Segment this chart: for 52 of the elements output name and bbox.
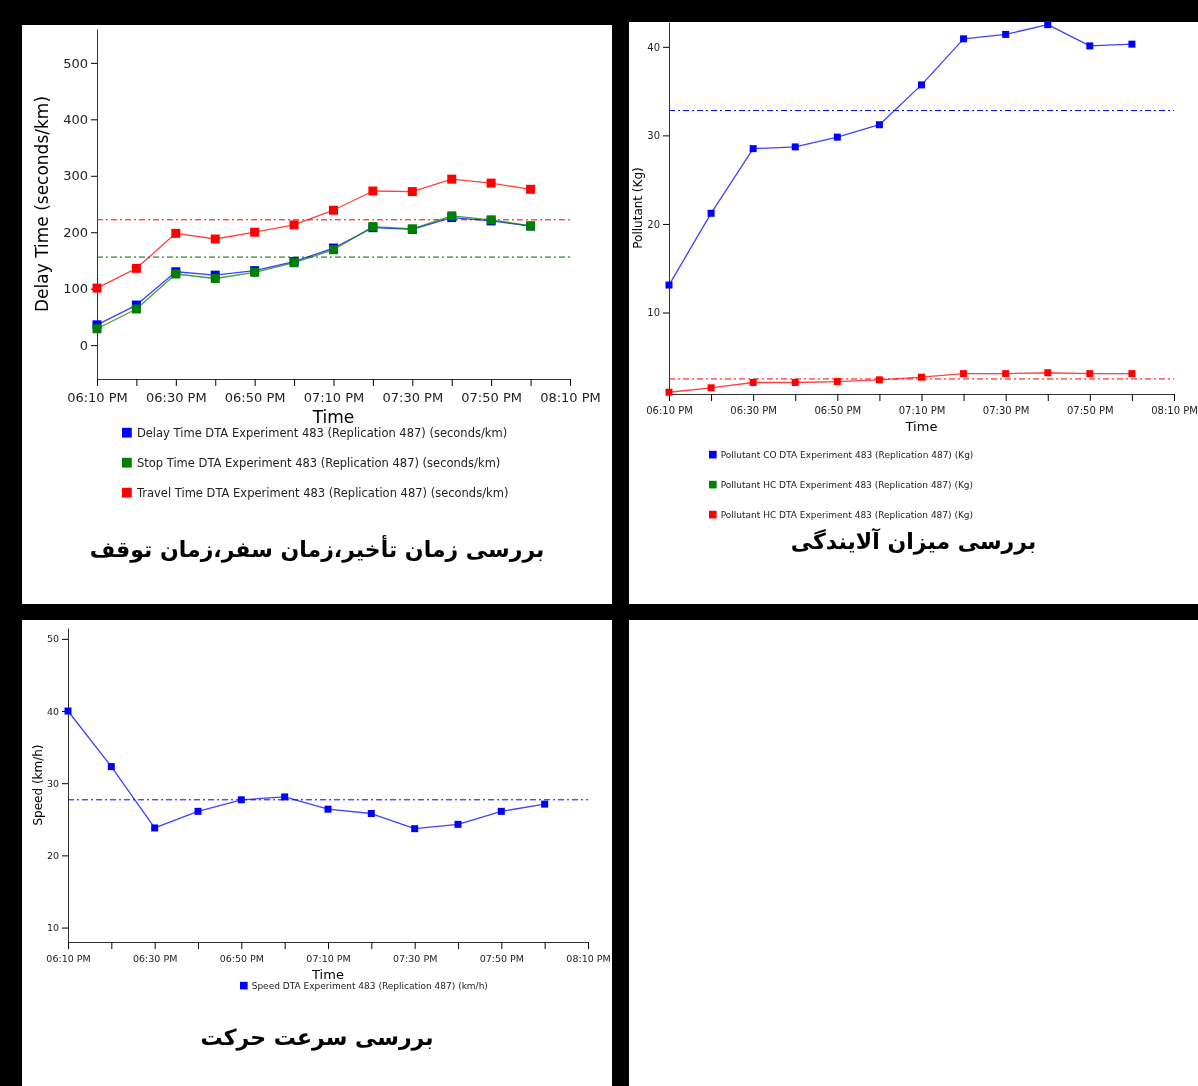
y-axis-title: Speed (km/h) [31,744,46,826]
x-tick-label: 08:10 PM [540,390,601,405]
legend-label: Speed DTA Experiment 483 (Replication 487) (km/h) [251,981,488,991]
legend-label: Delay Time DTA Experiment 483 (Replication 487) (seconds/km) [136,426,508,440]
y-tick-label: 40 [46,705,59,717]
x-tick-label: 06:10 PM [46,952,91,964]
legend-label: Pollutant HC DTA Experiment 483 (Replication 487) (Kg) [720,510,974,520]
y-tick-label: 100 [63,281,88,297]
x-tick-label: 06:50 PM [224,390,286,405]
legend-label: Travel Time DTA Experiment 483 (Replication 487) (seconds/km) [135,486,509,500]
y-tick-label: 400 [63,111,88,127]
y-tick-label: 20 [647,218,660,230]
x-tick-label: 06:50 PM [219,952,264,964]
x-tick-label: 07:50 PM [461,390,522,405]
x-tick-label: 06:10 PM [67,390,128,405]
y-tick-label: 10 [647,307,660,319]
x-tick-label: 07:50 PM [479,952,524,964]
x-tick-label: 07:10 PM [898,405,946,416]
y-tick-label: 0 [79,337,88,353]
y-tick-label: 500 [63,55,88,71]
y-tick-label: 30 [647,130,660,142]
text: بررسی زمان تأخیر،زمان سفر،زمان توقف [89,534,545,563]
text: بررسی سرعت حرکت [200,1025,434,1051]
x-tick-label: 06:10 PM [646,405,693,416]
x-tick-label: 07:30 PM [982,405,1030,416]
y-tick-label: 30 [46,777,59,789]
y-axis-title: Pollutant (Kg) [631,167,646,249]
y-tick-label: 300 [63,168,88,184]
x-tick-label: 06:30 PM [132,952,178,964]
x-tick-label: 07:10 PM [306,952,351,964]
x-axis-title: Time [311,407,355,427]
y-tick-label: 200 [63,224,88,240]
x-tick-label: 07:50 PM [1066,405,1114,416]
y-tick-label: 20 [46,849,59,861]
x-tick-label: 08:10 PM [1151,405,1198,416]
x-tick-label: 06:50 PM [814,405,862,416]
y-tick-label: 10 [46,922,59,934]
x-axis-title: Time [311,966,344,982]
legend-label: Pollutant HC DTA Experiment 483 (Replication 487) (Kg) [720,480,974,490]
y-axis-title: Delay Time (seconds/km) [31,95,52,313]
x-tick-label: 06:30 PM [730,405,777,416]
x-tick-label: 06:30 PM [146,390,207,405]
y-tick-label: 40 [647,41,660,53]
legend-label: Pollutant CO DTA Experiment 483 (Replication 487) (Kg) [720,450,974,460]
legend-label: Stop Time DTA Experiment 483 (Replication 487) (seconds/km) [136,456,501,470]
x-tick-label: 07:30 PM [392,952,438,964]
text: بررسی میزان آلایندگی [790,527,1037,555]
x-axis-title: Time [904,419,938,434]
x-tick-label: 07:10 PM [303,390,365,405]
y-tick-label: 50 [46,633,59,645]
x-tick-label: 07:30 PM [382,390,444,405]
x-tick-label: 08:10 PM [566,952,611,964]
